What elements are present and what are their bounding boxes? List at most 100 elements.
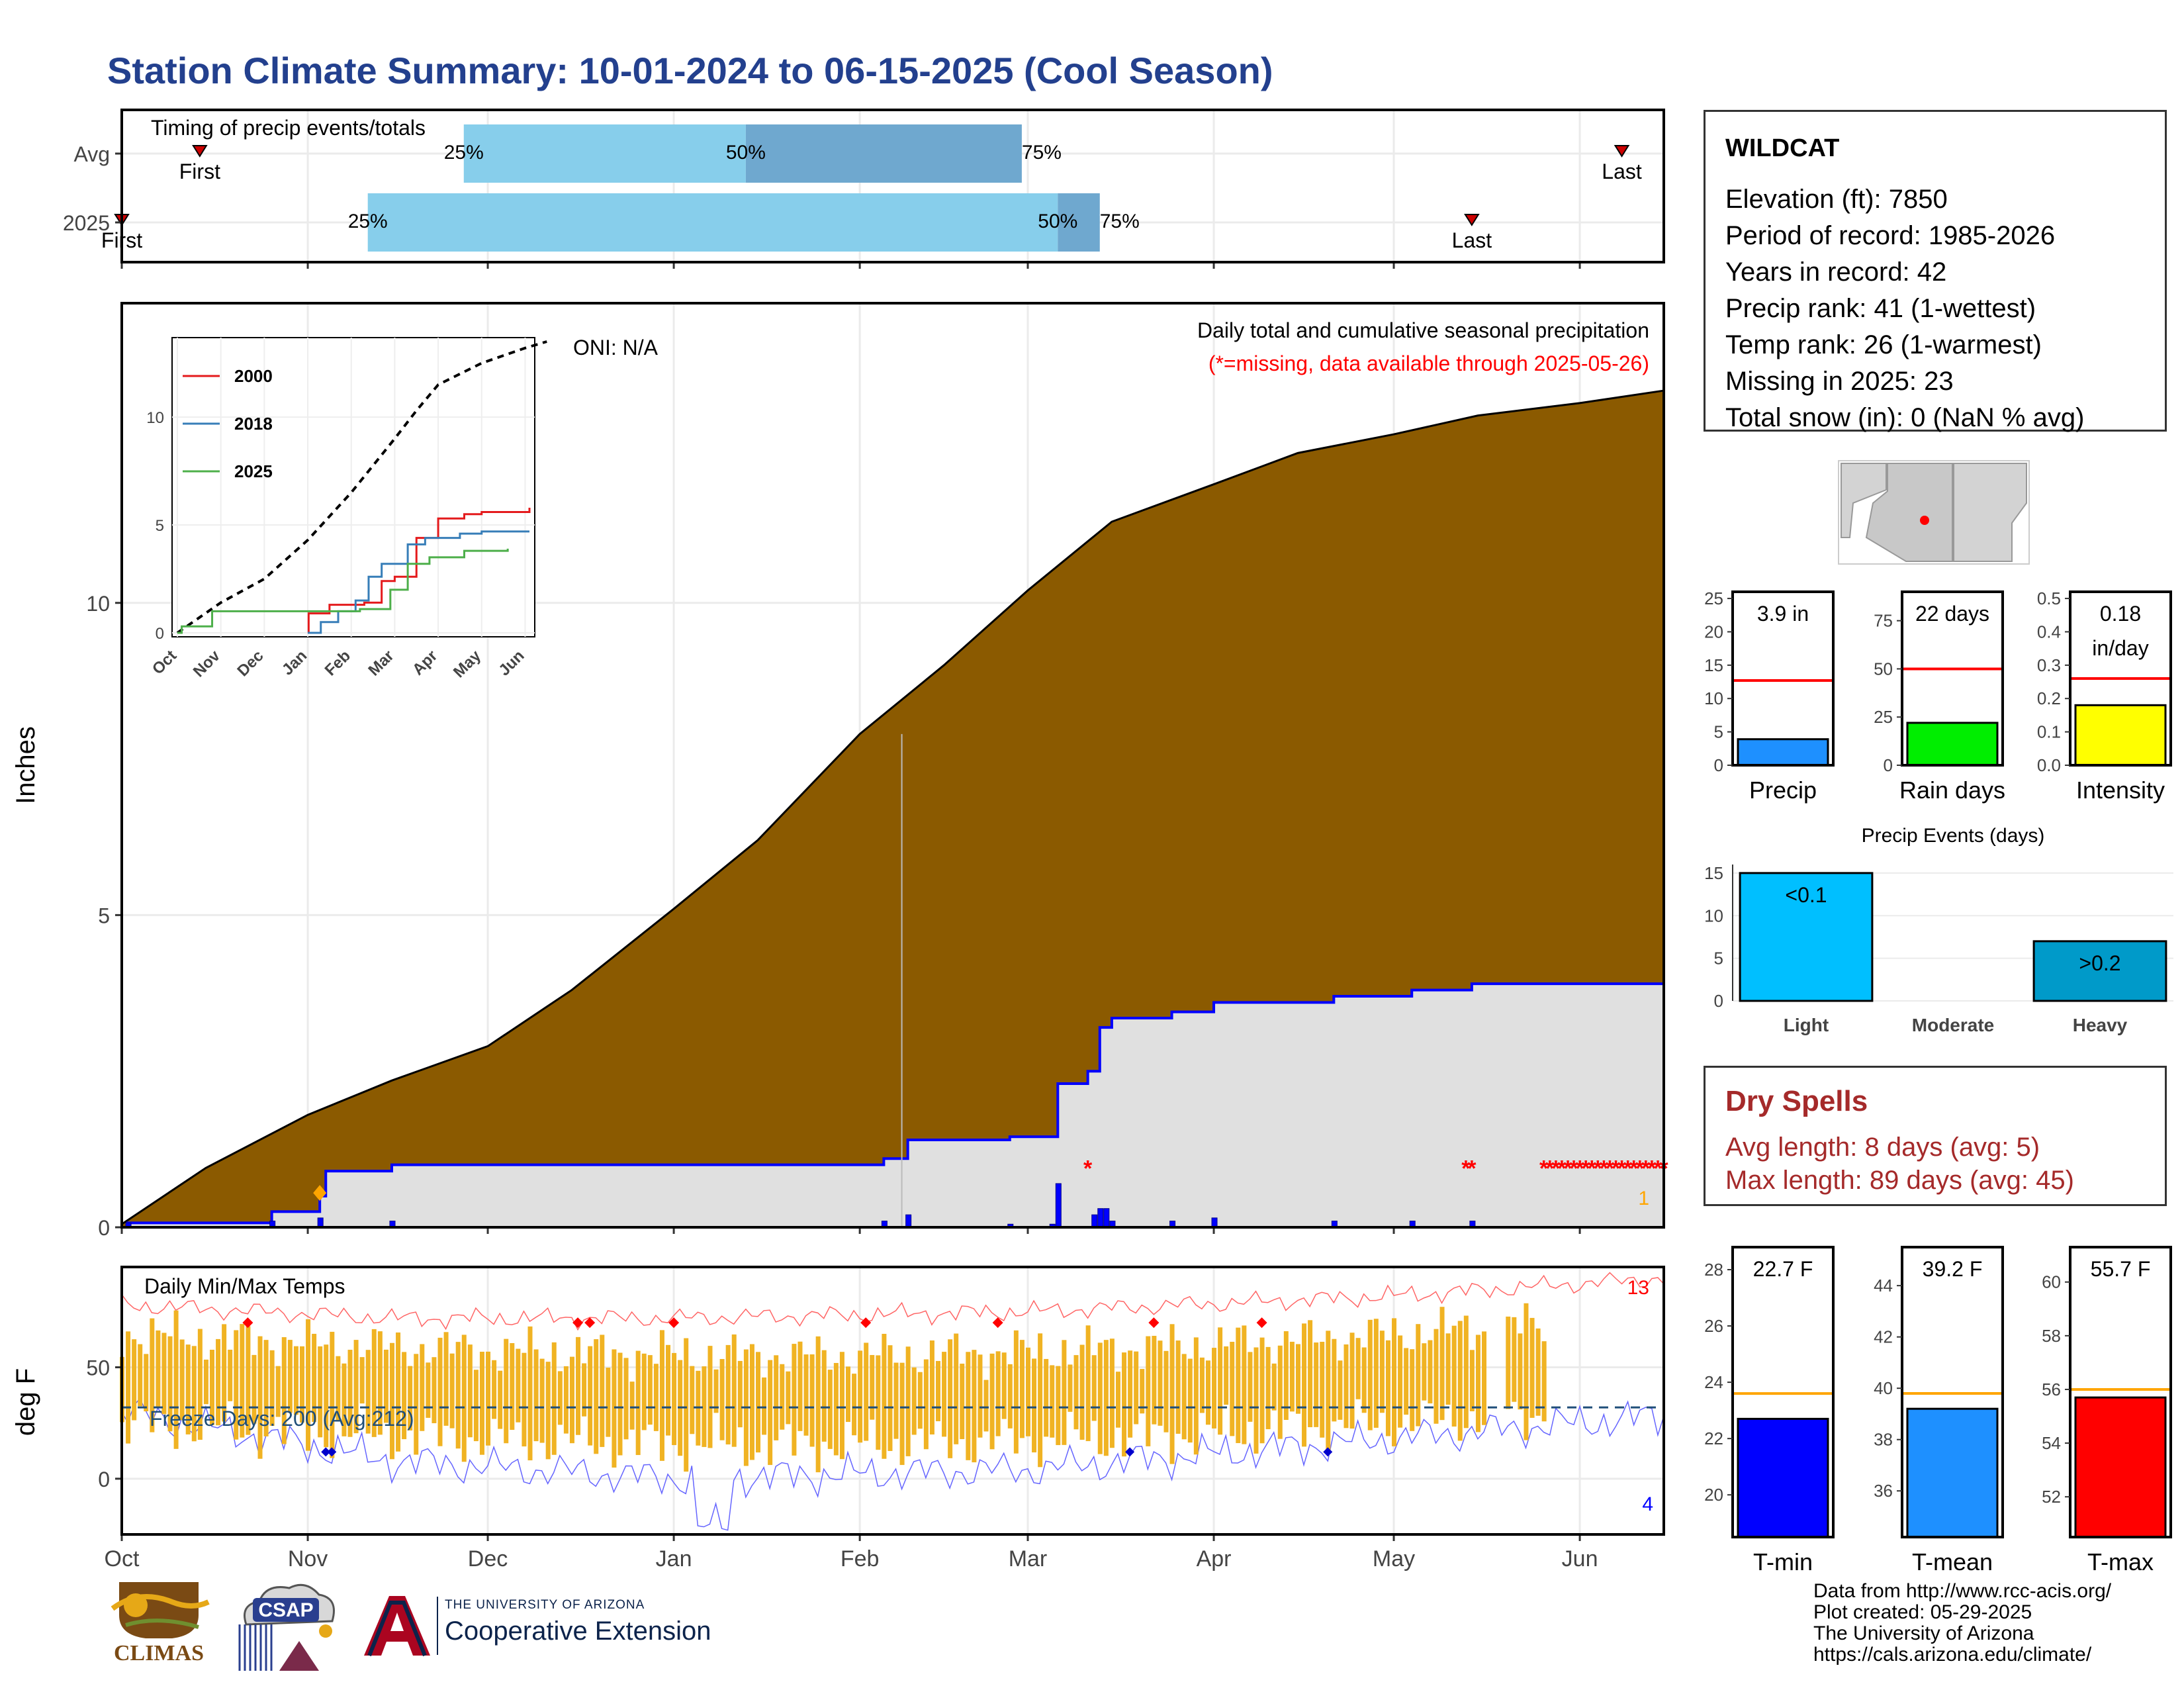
- daily-temp-bar: [228, 1349, 233, 1401]
- daily-temp-bar: [876, 1355, 881, 1450]
- missing-day-marker: *: [1653, 1156, 1662, 1181]
- daily-temp-bar: [330, 1331, 335, 1458]
- daily-temp-bar: [576, 1336, 581, 1435]
- timing-bar-q50-q75: [1058, 193, 1100, 252]
- missing-day-marker: *: [1551, 1156, 1561, 1181]
- daily-temp-bar: [365, 1350, 371, 1434]
- daily-temp-bar: [948, 1339, 953, 1458]
- daily-temp-bar: [467, 1344, 473, 1438]
- month-label: Jun: [1562, 1546, 1598, 1571]
- daily-temp-bar: [588, 1346, 593, 1446]
- tmin-stat-bar: [1737, 1417, 1829, 1538]
- dry-spells-max: Max length: 89 days (avg: 45): [1725, 1166, 2074, 1195]
- missing-day-marker: *: [1467, 1156, 1477, 1181]
- tmax-stat-ytick-label: 56: [2042, 1380, 2061, 1399]
- daily-temp-bar: [792, 1344, 797, 1456]
- daily-temp-bar: [1289, 1341, 1295, 1412]
- daily-temp-bar: [1001, 1352, 1007, 1419]
- daily-temp-bar: [359, 1357, 365, 1404]
- timing-row-label: Avg: [73, 142, 110, 166]
- raindays-stat-value-label: 22 days: [1915, 602, 1989, 626]
- timing-panel-border: [120, 109, 1665, 263]
- inset-normal-line: [176, 340, 547, 634]
- daily-temp-bar: [191, 1346, 197, 1442]
- tmean-stat-ytick-label: 40: [1874, 1378, 1893, 1398]
- daily-temp-bar: [911, 1367, 917, 1435]
- daily-temp-bar: [797, 1341, 803, 1431]
- page-title: Station Climate Summary: 10-01-2024 to 0…: [107, 50, 1273, 91]
- daily-temp-bar: [1271, 1363, 1277, 1411]
- daily-temp-bar: [684, 1338, 689, 1472]
- daily-temp-bar: [659, 1330, 664, 1461]
- intensity-stat-ytick-label: 0.5: [2037, 588, 2061, 608]
- first-event-marker: [192, 145, 208, 158]
- daily-temp-bar: [341, 1363, 347, 1436]
- record-high-count: 13: [1627, 1277, 1649, 1299]
- inset-series-2025: [177, 548, 509, 634]
- missing-day-marker: *: [1582, 1156, 1591, 1181]
- daily-temp-bar: [815, 1336, 821, 1473]
- daily-temp-bar: [1469, 1350, 1475, 1411]
- intensity-stat-name: Intensity: [2076, 776, 2165, 804]
- daily-precip-bar: [1097, 1208, 1104, 1228]
- tmin-stat-ytick-label: 28: [1704, 1260, 1723, 1280]
- station-period: Period of record: 1985-2026: [1725, 221, 2056, 250]
- daily-temp-bar: [905, 1346, 911, 1456]
- daily-temp-bar: [923, 1359, 929, 1450]
- daily-temp-bar: [1140, 1368, 1145, 1414]
- daily-temp-bar: [1367, 1319, 1373, 1430]
- missing-day-marker: *: [1635, 1156, 1645, 1181]
- daily-temp-bar: [222, 1324, 227, 1422]
- daily-temp-bar: [126, 1331, 131, 1444]
- daily-temp-bar: [281, 1337, 287, 1444]
- daily-temp-bar: [1355, 1338, 1361, 1399]
- record-low-marker: [1125, 1447, 1135, 1457]
- station-elevation: Elevation (ft): 7850: [1725, 185, 1948, 214]
- daily-temp-bar: [1242, 1325, 1247, 1444]
- daily-temp-bar: [737, 1360, 743, 1428]
- daily-temp-bar: [870, 1354, 875, 1420]
- raindays-stat-ytick-label: 25: [1874, 707, 1893, 727]
- daily-temp-bar: [1097, 1342, 1103, 1454]
- freeze-days-label: Freeze Days: 200 (Avg:212): [150, 1407, 414, 1430]
- timing-label-75: 75%: [1100, 211, 1140, 232]
- daily-temp-bar: [1062, 1340, 1067, 1445]
- timing-label-25: 25%: [444, 142, 484, 164]
- daily-temp-bar: [414, 1354, 419, 1455]
- daily-temp-bar: [1050, 1365, 1055, 1438]
- daily-temp-bar: [1518, 1333, 1523, 1410]
- daily-temp-bar: [1410, 1349, 1415, 1431]
- tmin-stat-ytick-label: 24: [1704, 1372, 1723, 1392]
- daily-temp-bar: [504, 1338, 509, 1444]
- daily-temp-bar: [1535, 1328, 1541, 1416]
- tmax-stat-value-label: 55.7 F: [2091, 1257, 2151, 1281]
- inset-legend-label: 2018: [234, 414, 273, 434]
- daily-temp-bar: [809, 1354, 815, 1447]
- daily-temp-bar: [989, 1353, 995, 1450]
- daily-temp-bar: [617, 1352, 623, 1456]
- daily-temp-bar: [1529, 1317, 1535, 1418]
- missing-day-marker: *: [1641, 1156, 1651, 1181]
- daily-temp-bar: [606, 1368, 611, 1437]
- daily-precip-bar: [1055, 1183, 1062, 1228]
- daily-temp-bar: [203, 1359, 208, 1405]
- missing-day-marker: *: [1461, 1156, 1471, 1181]
- daily-temp-bar: [1416, 1324, 1421, 1427]
- ua-cooperative-extension-logo: THE UNIVERSITY OF ARIZONA Cooperative Ex…: [357, 1593, 735, 1659]
- daily-temp-bar: [437, 1337, 443, 1446]
- events-ytick-label: 0: [1714, 991, 1723, 1011]
- daily-temp-bar: [336, 1356, 341, 1421]
- daily-temp-bar: [402, 1352, 407, 1440]
- daily-temp-bar: [935, 1360, 940, 1422]
- csap-wordmark: CSAP: [258, 1599, 313, 1621]
- daily-temp-bar: [1404, 1348, 1409, 1415]
- event-bar-label: <0.1: [1785, 883, 1827, 907]
- daily-temp-bar: [173, 1310, 179, 1449]
- daily-precip-bar: [905, 1214, 912, 1228]
- daily-temp-bar: [486, 1351, 491, 1446]
- precip-ytick-label: 5: [98, 904, 110, 927]
- tmin-stat-ytick-label: 26: [1704, 1316, 1723, 1336]
- daily-temp-bar: [209, 1349, 214, 1425]
- month-label: Jan: [656, 1546, 692, 1571]
- daily-temp-bar: [185, 1344, 191, 1434]
